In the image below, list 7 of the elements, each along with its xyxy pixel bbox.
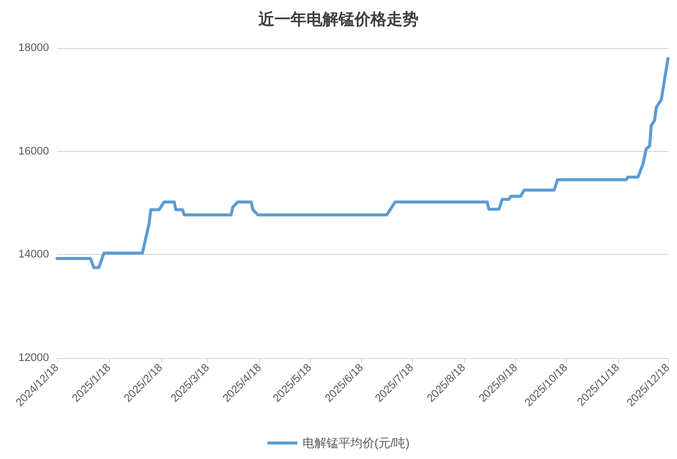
- y-tick-label: 14000: [18, 248, 49, 261]
- y-tick-label: 16000: [18, 145, 49, 158]
- chart-title: 近一年电解锰价格走势: [258, 10, 418, 28]
- y-tick-label: 12000: [18, 352, 49, 364]
- line-series: [56, 56, 670, 270]
- legend-label: 电解锰平均价(元/吨): [302, 436, 410, 450]
- y-tick-label: 18000: [18, 42, 49, 54]
